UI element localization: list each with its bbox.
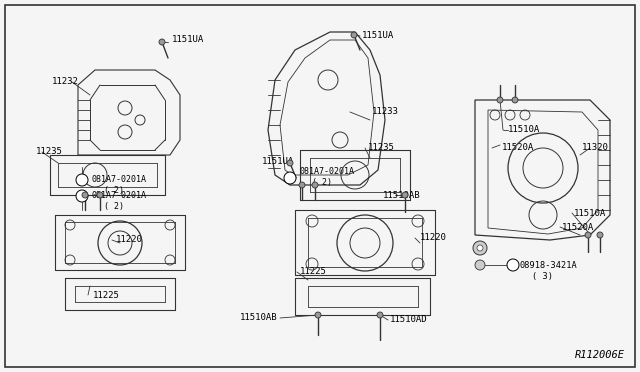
Text: B: B [287,176,292,180]
Text: 11220: 11220 [116,235,143,244]
Circle shape [507,259,519,271]
Text: R112006E: R112006E [575,350,625,360]
Circle shape [497,97,503,103]
Text: 11520A: 11520A [562,222,595,231]
Text: 11520A: 11520A [502,144,534,153]
Text: 11510AB: 11510AB [240,314,278,323]
Text: B: B [79,193,84,199]
Text: 11510A: 11510A [508,125,540,135]
Text: 081A7-0201A: 081A7-0201A [300,167,355,176]
Text: 11320: 11320 [582,144,609,153]
Circle shape [76,190,88,202]
Text: 11235: 11235 [368,144,395,153]
Text: ( 2): ( 2) [312,179,332,187]
Text: 1151UA: 1151UA [262,157,294,167]
FancyBboxPatch shape [5,5,635,367]
Text: 11510AD: 11510AD [390,315,428,324]
Text: 11510A: 11510A [574,208,606,218]
Text: 11220: 11220 [420,234,447,243]
Circle shape [76,174,88,186]
Circle shape [159,39,165,45]
Text: N: N [511,263,515,267]
Text: 11232: 11232 [52,77,79,87]
Text: 11225: 11225 [300,267,327,276]
Circle shape [312,182,318,188]
Circle shape [299,182,305,188]
Text: B: B [79,177,84,183]
Text: 11225: 11225 [93,291,120,299]
Text: 08918-3421A: 08918-3421A [520,260,578,269]
Circle shape [512,97,518,103]
Text: ( 3): ( 3) [532,273,553,282]
Text: 081A7-0201A: 081A7-0201A [92,176,147,185]
Text: 11510AB: 11510AB [383,192,420,201]
Circle shape [82,192,88,198]
Circle shape [315,312,321,318]
Circle shape [351,32,357,38]
Circle shape [97,192,103,198]
Circle shape [377,312,383,318]
Circle shape [473,241,487,255]
Text: 11235: 11235 [36,148,63,157]
Circle shape [284,172,296,184]
Text: 11233: 11233 [372,108,399,116]
Circle shape [402,192,408,198]
Circle shape [287,160,293,166]
Text: 1151UA: 1151UA [172,35,204,45]
Circle shape [585,232,591,238]
Circle shape [477,245,483,251]
Text: ( 2): ( 2) [104,186,124,196]
Circle shape [597,232,603,238]
Text: 081A7-0201A: 081A7-0201A [92,192,147,201]
Text: ( 2): ( 2) [104,202,124,212]
Circle shape [475,260,485,270]
Text: 1151UA: 1151UA [362,32,394,41]
